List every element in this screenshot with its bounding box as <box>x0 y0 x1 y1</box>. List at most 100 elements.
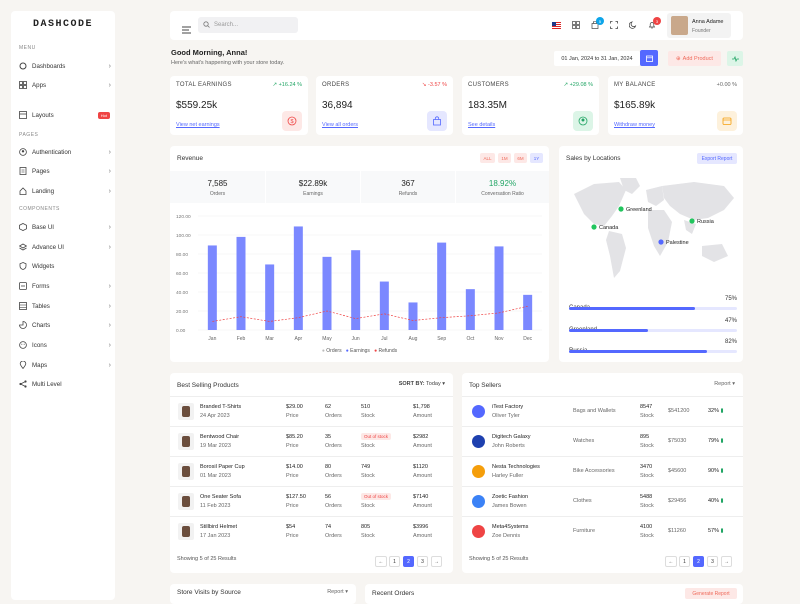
product-name[interactable]: One Seater Sofa 11 Feb 2023 <box>200 494 241 509</box>
sidebar-item-advance-ui[interactable]: Advance UI › <box>19 240 113 254</box>
table-row[interactable]: Branded T-Shirts 24 Apr 2023 $29.00 Price … <box>170 396 453 426</box>
table-row[interactable]: One Seater Sofa 11 Feb 2023 $127.50 Price … <box>170 486 453 516</box>
fullscreen-icon[interactable] <box>609 20 619 30</box>
table-row[interactable]: Meta4Systems Zoe Dennis Furniture 4100 Sto… <box>462 516 743 546</box>
sidebar-item-icons[interactable]: Icons › <box>19 338 113 352</box>
page-button[interactable]: 3 <box>417 556 428 567</box>
icons-icon <box>19 341 27 349</box>
table-row[interactable]: Bentwood Chair 19 Mar 2023 $85.20 Price 35… <box>170 426 453 456</box>
earnings-bar[interactable] <box>351 250 361 330</box>
filter-6m-button[interactable]: 6M <box>514 153 527 163</box>
seller-name[interactable]: Digitech Galaxy John Roberts <box>492 434 531 449</box>
chevron-right-icon: › <box>108 302 111 310</box>
cart-icon[interactable]: 5 <box>590 17 604 30</box>
product-name[interactable]: Stillbird Helmet 17 Jan 2023 <box>200 524 237 539</box>
stat-link[interactable]: View all orders <box>322 122 358 128</box>
sidebar-item-maps[interactable]: Maps › <box>19 358 113 372</box>
menu-toggle-icon[interactable] <box>182 21 191 34</box>
sidebar-item-widgets[interactable]: Widgets <box>19 259 113 273</box>
user-menu[interactable]: Anna Adame Founder <box>667 13 731 38</box>
prev-page-button[interactable]: ← <box>665 556 677 567</box>
earnings-bar[interactable] <box>437 242 447 330</box>
stat-link[interactable]: See details <box>468 122 496 128</box>
stat-percent: ↗ +16.24 % <box>272 82 302 88</box>
export-report-button[interactable]: Export Report <box>697 153 737 164</box>
sidebar-item-forms[interactable]: Forms › <box>19 279 113 293</box>
stat-title: MY BALANCE <box>614 82 656 88</box>
next-page-button[interactable]: → <box>721 556 732 567</box>
sidebar-item-charts[interactable]: Charts › <box>19 318 113 332</box>
sort-dropdown[interactable]: SORT BY: Today ▾ <box>398 381 445 387</box>
brand-logo[interactable]: DASHCODE <box>33 19 94 30</box>
earnings-bar[interactable] <box>408 302 418 330</box>
earnings-bar[interactable] <box>523 294 533 330</box>
revenue-chart: 120.00 100.00 80.00 60.00 40.00 20.00 0.00 Jan F… <box>176 214 542 342</box>
stat-link[interactable]: View net earnings <box>176 122 220 128</box>
report-dropdown[interactable]: Report ▾ <box>714 381 735 387</box>
bell-icon[interactable]: 3 <box>647 17 661 30</box>
visits-report-dropdown[interactable]: Report ▾ <box>327 589 348 595</box>
layout-icon <box>19 111 27 119</box>
calendar-button[interactable] <box>640 50 658 66</box>
chevron-right-icon: › <box>108 243 111 251</box>
page-button[interactable]: 3 <box>707 556 718 567</box>
earnings-bar[interactable] <box>207 245 217 330</box>
table-row[interactable]: Borosil Paper Cup 01 Mar 2023 $14.00 Price… <box>170 456 453 486</box>
locations-title: Sales by Locations <box>566 155 621 162</box>
page-button[interactable]: 1 <box>679 556 690 567</box>
sidebar-item-pages[interactable]: Pages › <box>19 164 113 178</box>
filter-1m-button[interactable]: 1M <box>498 153 511 163</box>
earnings-bar[interactable] <box>379 281 389 330</box>
next-page-button[interactable]: → <box>431 556 442 567</box>
marker-canada: Canada <box>599 225 619 231</box>
earnings-bar[interactable] <box>293 226 303 330</box>
sidebar-item-dashboards[interactable]: Dashboards › <box>19 59 113 73</box>
add-product-button[interactable]: ⊕ Add Product <box>668 51 721 66</box>
date-range-picker[interactable]: 01 Jan, 2024 to 31 Jan, 2024 <box>554 51 640 66</box>
seller-name[interactable]: Zoetic Fashion James Bowen <box>492 494 529 509</box>
product-name[interactable]: Branded T-Shirts 24 Apr 2023 <box>200 404 242 419</box>
sidebar-item-landing[interactable]: Landing › <box>19 184 113 198</box>
stat-card-balance: MY BALANCE +0.00 % $165.89k Withdraw mon… <box>608 76 743 135</box>
sidebar-item-tables[interactable]: Tables › <box>19 299 113 313</box>
seller-name[interactable]: Meta4Systems Zoe Dennis <box>492 524 529 539</box>
seller-name[interactable]: Nesta Technologies Harley Fuller <box>492 464 540 479</box>
best-selling-footer: Showing 5 of 25 Results <box>177 556 237 562</box>
top-bar: Search... 5 3 Anna Adame Founder <box>170 11 743 40</box>
page-button[interactable]: 2 <box>403 556 414 567</box>
search-input[interactable]: Search... <box>198 17 298 33</box>
page-button[interactable]: 2 <box>693 556 704 567</box>
pages-icon <box>19 167 27 175</box>
flag-icon[interactable] <box>551 20 561 30</box>
moon-icon[interactable] <box>628 20 638 30</box>
earnings-bar[interactable] <box>465 289 475 330</box>
table-row[interactable]: Stillbird Helmet 17 Jan 2023 $54 Price 74 O… <box>170 516 453 546</box>
activity-button[interactable] <box>727 51 743 66</box>
product-name[interactable]: Bentwood Chair 19 Mar 2023 <box>200 434 240 449</box>
earnings-bar[interactable] <box>265 264 275 330</box>
table-row[interactable]: Zoetic Fashion James Bowen Clothes 5488 St… <box>462 486 743 516</box>
sidebar-item-multi-level[interactable]: Multi Level <box>19 377 113 391</box>
store-visits-title: Store Visits by Source <box>177 589 241 596</box>
stat-link[interactable]: Withdraw money <box>614 122 655 128</box>
sidebar-item-apps[interactable]: Apps › <box>19 78 113 92</box>
filter-1y-button[interactable]: 1Y <box>530 153 543 163</box>
filter-all-button[interactable]: ALL <box>480 153 495 163</box>
product-name[interactable]: Borosil Paper Cup 01 Mar 2023 <box>200 464 245 479</box>
table-row[interactable]: Nesta Technologies Harley Fuller Bike Acc… <box>462 456 743 486</box>
grid-icon[interactable] <box>571 20 581 30</box>
earnings-bar[interactable] <box>236 236 246 330</box>
sidebar-item-base-ui[interactable]: Base UI › <box>19 220 113 234</box>
table-row[interactable]: Digitech Galaxy John Roberts Watches 895 S… <box>462 426 743 456</box>
sidebar-item-authentication[interactable]: Authentication › <box>19 145 113 159</box>
page-button[interactable]: 1 <box>389 556 400 567</box>
sidebar-item-layouts[interactable]: Layouts Hot <box>19 108 113 122</box>
seller-name[interactable]: iTest Factory Oliver Tyler <box>492 404 524 419</box>
table-row[interactable]: iTest Factory Oliver Tyler Bags and Walle… <box>462 396 743 426</box>
earnings-bar[interactable] <box>494 246 504 330</box>
prev-page-button[interactable]: ← <box>375 556 387 567</box>
earnings-bar[interactable] <box>322 256 332 330</box>
seller-stock: 4100 Stock <box>640 524 654 539</box>
product-price: $29.00 Price <box>286 404 303 419</box>
generate-report-button[interactable]: Generate Report <box>685 588 737 599</box>
